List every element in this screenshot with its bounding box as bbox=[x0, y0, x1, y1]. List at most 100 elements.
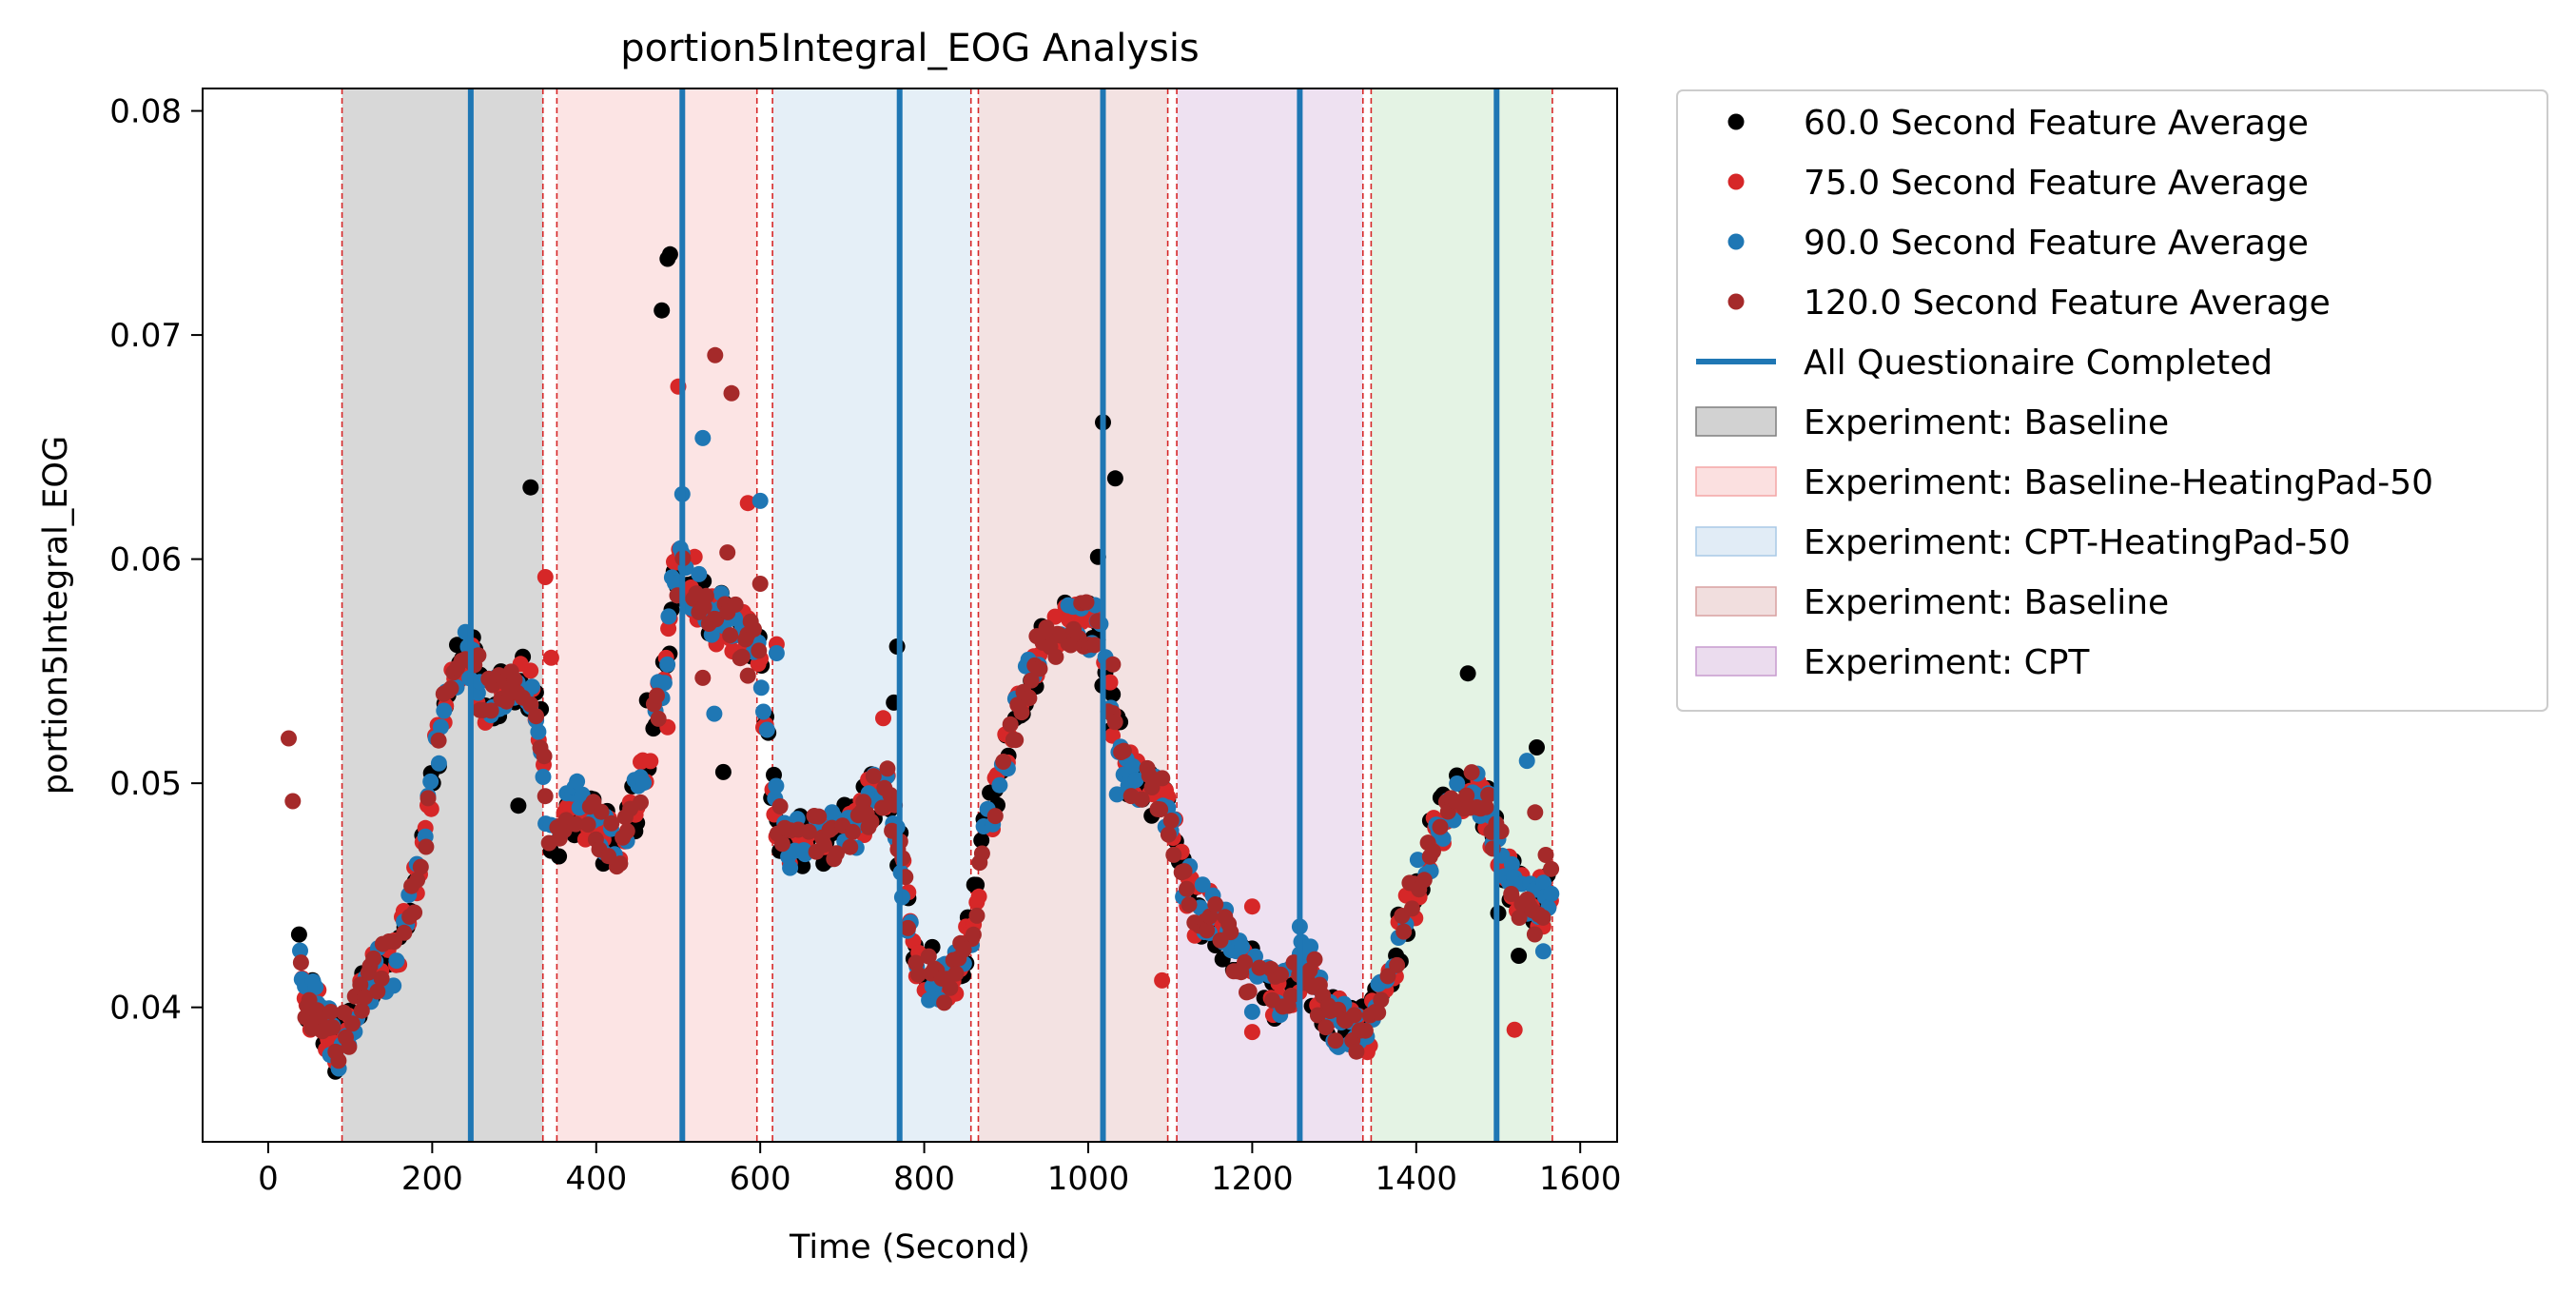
series-2-point bbox=[1397, 887, 1415, 904]
series-2-point bbox=[1243, 1024, 1260, 1041]
series-4-point bbox=[1207, 896, 1224, 912]
legend-marker bbox=[1727, 293, 1745, 310]
series-4-point bbox=[1237, 953, 1253, 971]
series-4-point bbox=[942, 979, 959, 996]
series-4-point bbox=[1106, 714, 1123, 731]
x-tick-label: 1200 bbox=[1211, 1160, 1294, 1198]
series-4-points bbox=[281, 346, 1560, 1069]
y-tick-label: 0.06 bbox=[109, 541, 182, 579]
series-4-point bbox=[986, 808, 1004, 825]
series-4-point bbox=[810, 808, 828, 825]
series-4-point bbox=[722, 627, 739, 644]
series-4-point bbox=[324, 1019, 342, 1036]
series-4-point bbox=[1176, 863, 1193, 880]
series-4-point bbox=[528, 708, 545, 725]
series-3-point bbox=[569, 773, 586, 790]
series-4-point bbox=[633, 794, 649, 811]
series-4-point bbox=[751, 576, 769, 592]
series-4-point bbox=[1306, 951, 1323, 968]
legend-entry-label: 60.0 Second Feature Average bbox=[1804, 104, 2309, 143]
series-4-point bbox=[612, 855, 629, 873]
series-4-point bbox=[965, 926, 982, 943]
series-3-point bbox=[523, 678, 540, 696]
series-4-point bbox=[968, 907, 986, 924]
series-3-point bbox=[768, 777, 785, 795]
series-4-point bbox=[1432, 818, 1449, 835]
series-4-point bbox=[1526, 926, 1543, 943]
series-4-point bbox=[1373, 991, 1390, 1009]
series-3-point bbox=[422, 773, 439, 790]
series-4-point bbox=[1477, 798, 1494, 815]
series-4-point bbox=[1480, 786, 1497, 803]
series-2-point bbox=[875, 710, 891, 727]
series-4-point bbox=[1317, 1019, 1335, 1036]
series-3-point bbox=[752, 679, 770, 697]
boundary-line-layer bbox=[341, 88, 1553, 1142]
series-4-point bbox=[1534, 909, 1551, 926]
series-3-point bbox=[1194, 876, 1211, 893]
series-4-point bbox=[879, 760, 896, 777]
series-4-point bbox=[1403, 900, 1420, 917]
series-2-point bbox=[1243, 898, 1260, 915]
series-4-point bbox=[420, 790, 437, 807]
series-4-point bbox=[1348, 1043, 1365, 1060]
series-2-point bbox=[1104, 727, 1121, 744]
series-4-point bbox=[733, 648, 751, 665]
series-4-point bbox=[1503, 886, 1520, 902]
plot-frame bbox=[202, 88, 1618, 1143]
series-4-point bbox=[973, 845, 990, 862]
x-tick-label: 400 bbox=[565, 1160, 627, 1198]
series-4-point bbox=[723, 384, 740, 402]
series-4-point bbox=[900, 919, 916, 936]
legend: 60.0 Second Feature Average 75.0 Second F… bbox=[1676, 89, 2548, 712]
series-4-point bbox=[618, 823, 635, 839]
series-1-point bbox=[661, 245, 678, 263]
series-4-point bbox=[1031, 660, 1048, 677]
series-2-point bbox=[642, 753, 659, 770]
y-axis-label: portion5Integral_EOG bbox=[37, 436, 75, 795]
series-4-point bbox=[1165, 846, 1182, 863]
series-3-point bbox=[530, 723, 547, 740]
series-4-point bbox=[1162, 813, 1180, 829]
series-4-point bbox=[1222, 924, 1239, 941]
series-4-point bbox=[865, 768, 882, 785]
series-4-point bbox=[1283, 988, 1299, 1004]
series-4-point bbox=[506, 671, 523, 688]
series-2-point bbox=[1154, 971, 1171, 989]
series-3-point bbox=[659, 656, 676, 673]
series-4-point bbox=[482, 702, 499, 719]
series-1-point bbox=[714, 763, 732, 780]
series-3-point bbox=[1543, 885, 1560, 902]
y-axis: 0.04 0.05 0.06 0.07 0.08 bbox=[109, 93, 203, 1028]
series-4-point bbox=[1133, 791, 1150, 808]
series-4-point bbox=[567, 815, 584, 833]
series-4-point bbox=[1379, 968, 1396, 985]
series-4-point bbox=[1181, 896, 1198, 913]
series-4-point bbox=[697, 587, 714, 604]
x-tick-label: 0 bbox=[258, 1160, 279, 1198]
series-3-point bbox=[430, 755, 447, 772]
series-3-point bbox=[1108, 786, 1125, 803]
series-4-point bbox=[352, 976, 369, 993]
series-4-point bbox=[874, 799, 890, 816]
x-axis-label: Time (Second) bbox=[789, 1228, 1030, 1266]
legend-entry-label: Experiment: Baseline bbox=[1804, 403, 2169, 442]
y-tick-label: 0.08 bbox=[109, 93, 182, 131]
series-1-point bbox=[1529, 739, 1545, 755]
series-4-point bbox=[369, 983, 386, 1000]
series-4-point bbox=[579, 816, 596, 834]
series-3-point bbox=[1124, 758, 1142, 775]
series-3-point bbox=[1518, 753, 1535, 770]
series-4-point bbox=[357, 989, 373, 1006]
series-2-point bbox=[1046, 608, 1064, 625]
series-1-point bbox=[794, 857, 811, 874]
legend-entry-label: Experiment: CPT bbox=[1804, 643, 2090, 682]
series-3-point bbox=[755, 703, 771, 720]
series-4-point bbox=[1152, 801, 1169, 818]
series-3-point bbox=[751, 492, 769, 509]
series-2-point bbox=[686, 548, 703, 565]
y-tick-label: 0.07 bbox=[109, 317, 182, 355]
series-4-point bbox=[1370, 1004, 1387, 1021]
series-1-point bbox=[1511, 948, 1528, 964]
